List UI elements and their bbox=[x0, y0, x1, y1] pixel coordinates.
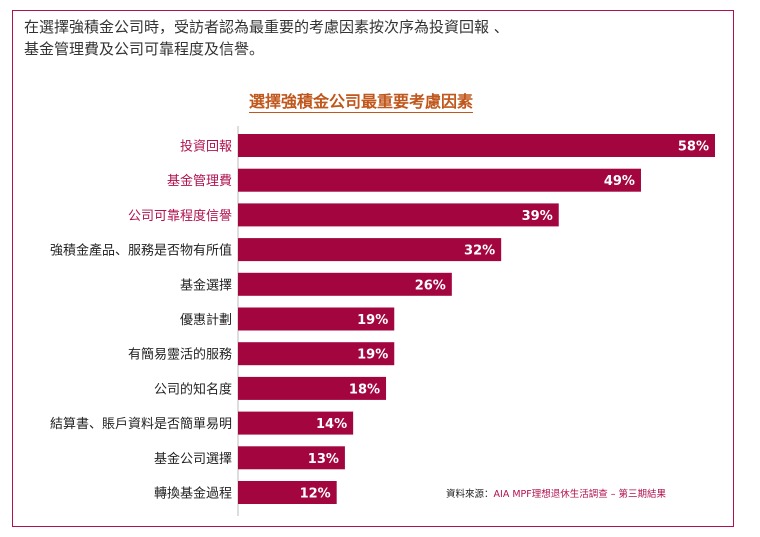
category-label: 基金選擇 bbox=[180, 277, 232, 293]
value-label: 58% bbox=[678, 140, 709, 155]
bar bbox=[238, 481, 337, 504]
category-label: 基金公司選擇 bbox=[154, 451, 232, 467]
category-label: 結算書、賬戶資料是否簡單易明 bbox=[50, 417, 232, 432]
chart-title-text: 選擇強積金公司最重要考慮因素 bbox=[248, 92, 473, 113]
value-label: 49% bbox=[604, 174, 635, 189]
chart-title: 選擇強積金公司最重要考慮因素 bbox=[0, 88, 722, 113]
category-label: 強積金產品、服務是否物有所值 bbox=[50, 243, 232, 259]
intro-line-1: 在選擇強積金公司時，受訪者認為最重要的考慮因素按次序為投資回報 、 bbox=[24, 18, 509, 36]
category-label: 公司可靠程度信譽 bbox=[128, 208, 232, 224]
bar bbox=[238, 134, 715, 157]
source-text: AIA MPF理想退休生活調查 – 第三期結果 bbox=[493, 489, 667, 500]
bar bbox=[238, 376, 387, 400]
category-label: 轉換基金過程 bbox=[154, 486, 232, 502]
value-label: 19% bbox=[357, 348, 388, 363]
intro-line-2: 基金管理費及公司可靠程度及信譽。 bbox=[24, 40, 265, 58]
bar bbox=[238, 446, 345, 470]
value-label: 14% bbox=[316, 417, 347, 432]
category-label: 有簡易靈活的服務 bbox=[128, 347, 232, 363]
source-prefix: 資料來源： bbox=[446, 489, 494, 500]
value-label: 12% bbox=[300, 487, 331, 502]
bar bbox=[238, 342, 395, 366]
category-label: 投資回報 bbox=[180, 139, 232, 155]
bar bbox=[238, 168, 641, 192]
category-label: 公司的知名度 bbox=[154, 381, 232, 397]
value-label: 26% bbox=[415, 278, 446, 293]
intro-paragraph: 在選擇強積金公司時，受訪者認為最重要的考慮因素按次序為投資回報 、 基金管理費及… bbox=[24, 16, 664, 60]
value-label: 19% bbox=[357, 313, 388, 328]
bar bbox=[238, 238, 502, 262]
value-label: 18% bbox=[349, 382, 380, 397]
value-label: 32% bbox=[464, 244, 495, 259]
category-label: 優惠計劃 bbox=[180, 312, 232, 328]
source-note: 資料來源：AIA MPF理想退休生活調查 – 第三期結果 bbox=[446, 486, 666, 500]
chart-frame bbox=[12, 10, 734, 527]
bar bbox=[238, 272, 452, 296]
category-label: 基金管理費 bbox=[167, 173, 232, 189]
value-label: 39% bbox=[522, 209, 553, 224]
bar bbox=[238, 411, 354, 435]
bar bbox=[238, 203, 559, 227]
bars-group: 投資回報 58% 基金管理費 49% 公司可靠程度信譽 39% 強積金產品、服務是否物有所值… bbox=[50, 134, 715, 504]
value-label: 13% bbox=[308, 452, 339, 467]
bar bbox=[238, 307, 395, 331]
